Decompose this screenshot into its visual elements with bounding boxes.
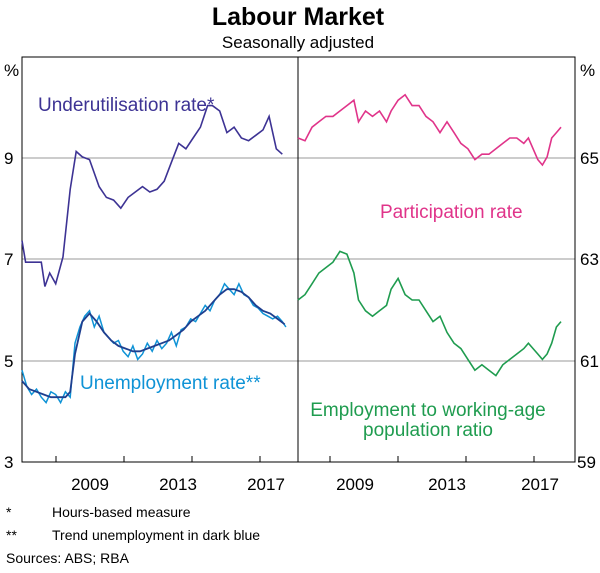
sources-note: Sources: ABS; RBA (6, 550, 130, 566)
left-x-axis: 2009 2013 2017 (71, 475, 285, 494)
participation-rate-line (297, 93, 562, 167)
right-x-tick: 2013 (428, 475, 466, 494)
participation-label: Participation rate (380, 202, 523, 223)
right-y-axis: 65 63 61 59 (577, 149, 599, 472)
right-panel-series (297, 93, 562, 377)
chart-title: Labour Market (212, 3, 385, 31)
left-y-tick: 7 (4, 250, 13, 269)
right-x-axis: 2009 2013 2017 (336, 475, 559, 494)
left-x-tick: 2009 (71, 475, 109, 494)
left-y-tick: 3 (4, 453, 13, 472)
footnote-text: Trend unemployment in dark blue (52, 527, 260, 543)
chart-subtitle: Seasonally adjusted (222, 33, 374, 52)
footnote-text: Hours-based measure (52, 504, 191, 520)
right-y-tick: 59 (577, 453, 596, 472)
unemployment-label: Unemployment rate** (80, 373, 261, 394)
left-panel-series (21, 104, 287, 405)
right-y-tick: 63 (580, 250, 599, 269)
x-tick-marks (55, 456, 535, 462)
footnote-mark: ** (6, 527, 17, 543)
left-x-tick: 2013 (159, 475, 197, 494)
employment-label-line1: Employment to working-age (310, 400, 546, 421)
footnotes: * Hours-based measure ** Trend unemploym… (6, 504, 260, 566)
left-y-tick: 5 (4, 352, 13, 371)
right-y-tick: 65 (580, 149, 599, 168)
right-x-tick: 2009 (336, 475, 374, 494)
employment-label-line2: population ratio (363, 420, 493, 441)
footnote-mark: * (6, 504, 12, 520)
underutilisation-label: Underutilisation rate* (38, 95, 215, 116)
trend-unemployment-line (21, 288, 286, 399)
left-y-axis: 9 7 5 3 (4, 149, 13, 472)
right-x-tick: 2017 (521, 475, 559, 494)
underutilisation-rate-line (21, 104, 283, 287)
right-y-tick: 61 (580, 352, 599, 371)
plot-frame (21, 56, 576, 463)
left-y-tick: 9 (4, 149, 13, 168)
employment-ratio-line (297, 250, 562, 377)
left-x-tick: 2017 (247, 475, 285, 494)
left-unit-label: % (4, 61, 19, 80)
right-unit-label: % (580, 61, 595, 80)
